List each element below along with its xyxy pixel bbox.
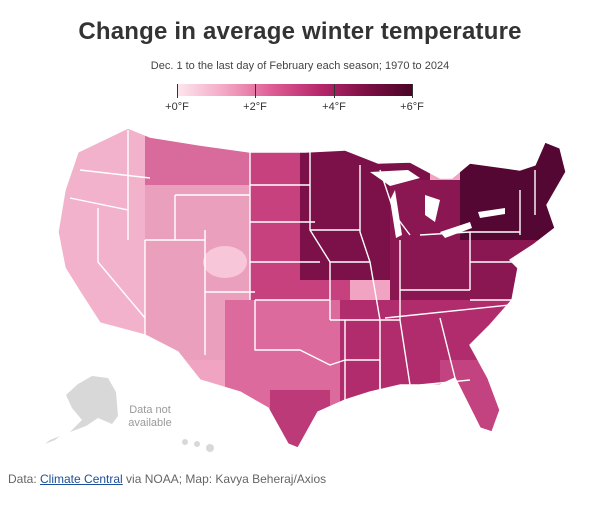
aleutian-shape [45, 436, 60, 444]
border-or-ca [69, 197, 129, 211]
border-tx-ok [254, 300, 346, 366]
colorado-light-patch [203, 246, 247, 278]
legend-tick-2 [255, 84, 256, 98]
legend-label-6: +6°F [400, 101, 424, 113]
source-prefix: Data: [8, 472, 41, 486]
hawaii-island-3 [206, 444, 214, 452]
state-borders [57, 127, 567, 449]
florida-fill [440, 360, 520, 448]
legend-tick-6 [412, 84, 413, 98]
south-texas-fill [270, 390, 330, 448]
border-tn-south [384, 304, 511, 319]
lake-superior [370, 170, 420, 186]
border-ca-nv [97, 208, 146, 319]
southeast-fill [340, 300, 520, 448]
chart-subtitle: Dec. 1 to the last day of February each … [150, 60, 450, 72]
legend-label-0: +0°F [165, 101, 189, 113]
no-data-line1: Data not [129, 404, 171, 416]
us-county-map [45, 127, 567, 452]
source-credit: Data: Climate Central via NOAA; Map: Kav… [8, 472, 326, 486]
source-suffix: via NOAA; Map: Kavya Beheraj/Axios [122, 472, 327, 486]
chart-title: Change in average winter temperature [78, 18, 522, 45]
hawaii-island-2 [194, 441, 200, 447]
great-lakes [370, 170, 505, 238]
legend-tick-0 [177, 84, 178, 98]
border-wi-il [359, 165, 381, 321]
us-outline [57, 127, 567, 449]
lake-erie [440, 222, 472, 238]
border-fl-north [419, 379, 471, 386]
lake-huron [425, 195, 440, 222]
hawaii-island-1 [182, 439, 188, 445]
border-wa-or [79, 169, 151, 179]
legend-label-4: +4°F [322, 101, 346, 113]
legend-tick-4 [334, 84, 335, 98]
border-mn-ia-mo [309, 152, 331, 320]
alaska-shape [66, 376, 118, 432]
no-data-regions [45, 376, 214, 452]
lake-michigan [390, 190, 402, 238]
lake-ontario [478, 208, 505, 218]
border-in-al [399, 240, 411, 386]
no-data-line2: available [128, 417, 172, 429]
source-link-climate-central[interactable]: Climate Central [40, 472, 123, 486]
no-data-label: Data not available [118, 404, 182, 430]
legend-label-2: +2°F [243, 101, 267, 113]
legend-gradient-bar [177, 84, 413, 96]
border-ga-al [439, 317, 456, 379]
color-legend: +0°F +2°F +4°F +6°F [165, 84, 424, 120]
